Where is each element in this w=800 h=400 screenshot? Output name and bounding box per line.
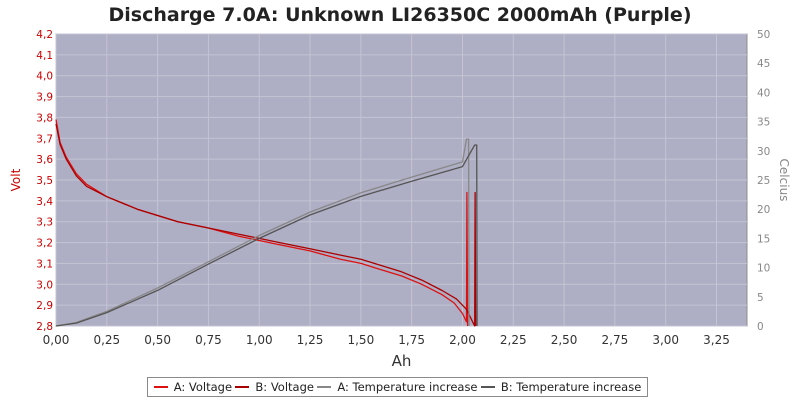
- grid-lines: [55, 33, 747, 327]
- legend-swatch: [480, 386, 495, 388]
- x-tick-label: 3,25: [703, 333, 730, 347]
- x-tick-label: 1,75: [398, 333, 425, 347]
- legend-label: A: Temperature increase: [337, 380, 478, 394]
- x-tick-label: 2,25: [500, 333, 527, 347]
- series-line-1: [55, 119, 469, 327]
- x-tick-label: 1,00: [246, 333, 273, 347]
- legend-label: A: Voltage: [173, 380, 233, 394]
- x-tick-label: 0,00: [43, 333, 70, 347]
- legend-item: B: Voltage: [235, 380, 314, 394]
- y-right-tick-label: 0: [757, 321, 764, 333]
- legend-swatch: [317, 386, 332, 388]
- legend-label: B: Voltage: [255, 380, 314, 394]
- legend-item: B: Temperature increase: [480, 380, 642, 394]
- y-left-tick-label: 4,0: [36, 71, 53, 83]
- x-tick-label: 3,00: [652, 333, 679, 347]
- x-tick-label: 1,25: [297, 333, 324, 347]
- y-right-tick-label: 45: [757, 58, 770, 70]
- y-left-tick-label: 3,6: [36, 154, 53, 166]
- chart-legend: A: Voltage B: Voltage A: Temperature incre…: [147, 377, 648, 397]
- y-left-tick-label: 3,4: [36, 196, 53, 208]
- series-layer: [55, 119, 478, 327]
- y-left-tick-label: 3,2: [36, 238, 53, 250]
- chart-title: Discharge 7.0A: Unknown LI26350C 2000mAh…: [108, 4, 692, 26]
- y-left-tick-label: 3,9: [36, 92, 53, 104]
- legend-label: B: Temperature increase: [500, 380, 642, 394]
- x-tick-label: 2,75: [602, 333, 629, 347]
- y-right-tick-label: 20: [757, 204, 770, 216]
- x-tick-label: 2,50: [551, 333, 578, 347]
- x-tick-label: 0,50: [144, 333, 171, 347]
- x-tick-label: 2,00: [449, 333, 476, 347]
- x-axis-label: Ah: [392, 352, 412, 370]
- y-right-tick-label: 30: [757, 146, 770, 158]
- series-line-4: [55, 144, 478, 327]
- y-axis-left-label: Volt: [9, 168, 23, 191]
- y-right-tick-label: 35: [757, 117, 770, 129]
- y-left-tick-label: 3,7: [36, 133, 53, 145]
- y-left-tick-label: 2,8: [36, 321, 53, 333]
- y-right-tick-label: 5: [757, 292, 764, 304]
- x-tick-label: 1,50: [347, 333, 374, 347]
- y-left-tick-label: 3,0: [36, 279, 53, 291]
- y-right-tick-label: 15: [757, 233, 770, 245]
- y-left-tick-label: 3,3: [36, 217, 53, 229]
- y-right-tick-label: 25: [757, 175, 770, 187]
- legend-swatch: [235, 386, 250, 388]
- y-left-tick-label: 2,9: [36, 300, 53, 312]
- y-left-tick-label: 3,1: [36, 258, 53, 270]
- y-axis-right-label: Celcius: [777, 159, 791, 202]
- y-left-tick-label: 4,2: [36, 29, 53, 41]
- axes-layer: 0,00 0,25 0,50 0,75 1,00 1,25 1,50 1,75 2,00 2,25…: [36, 29, 770, 347]
- x-tick-label: 0,25: [93, 333, 120, 347]
- legend-swatch: [153, 386, 168, 388]
- legend-item: A: Voltage: [153, 380, 233, 394]
- y-right-tick-label: 40: [757, 87, 770, 99]
- y-right-tick-label: 10: [757, 263, 770, 275]
- legend-item: A: Temperature increase: [317, 380, 478, 394]
- y-left-tick-label: 4,1: [36, 50, 53, 62]
- x-tick-label: 0,75: [195, 333, 222, 347]
- y-left-tick-label: 3,8: [36, 112, 53, 124]
- series-line-3: [55, 138, 470, 327]
- series-line-2: [55, 123, 477, 327]
- y-right-tick-label: 50: [757, 29, 770, 41]
- y-left-tick-label: 3,5: [36, 175, 53, 187]
